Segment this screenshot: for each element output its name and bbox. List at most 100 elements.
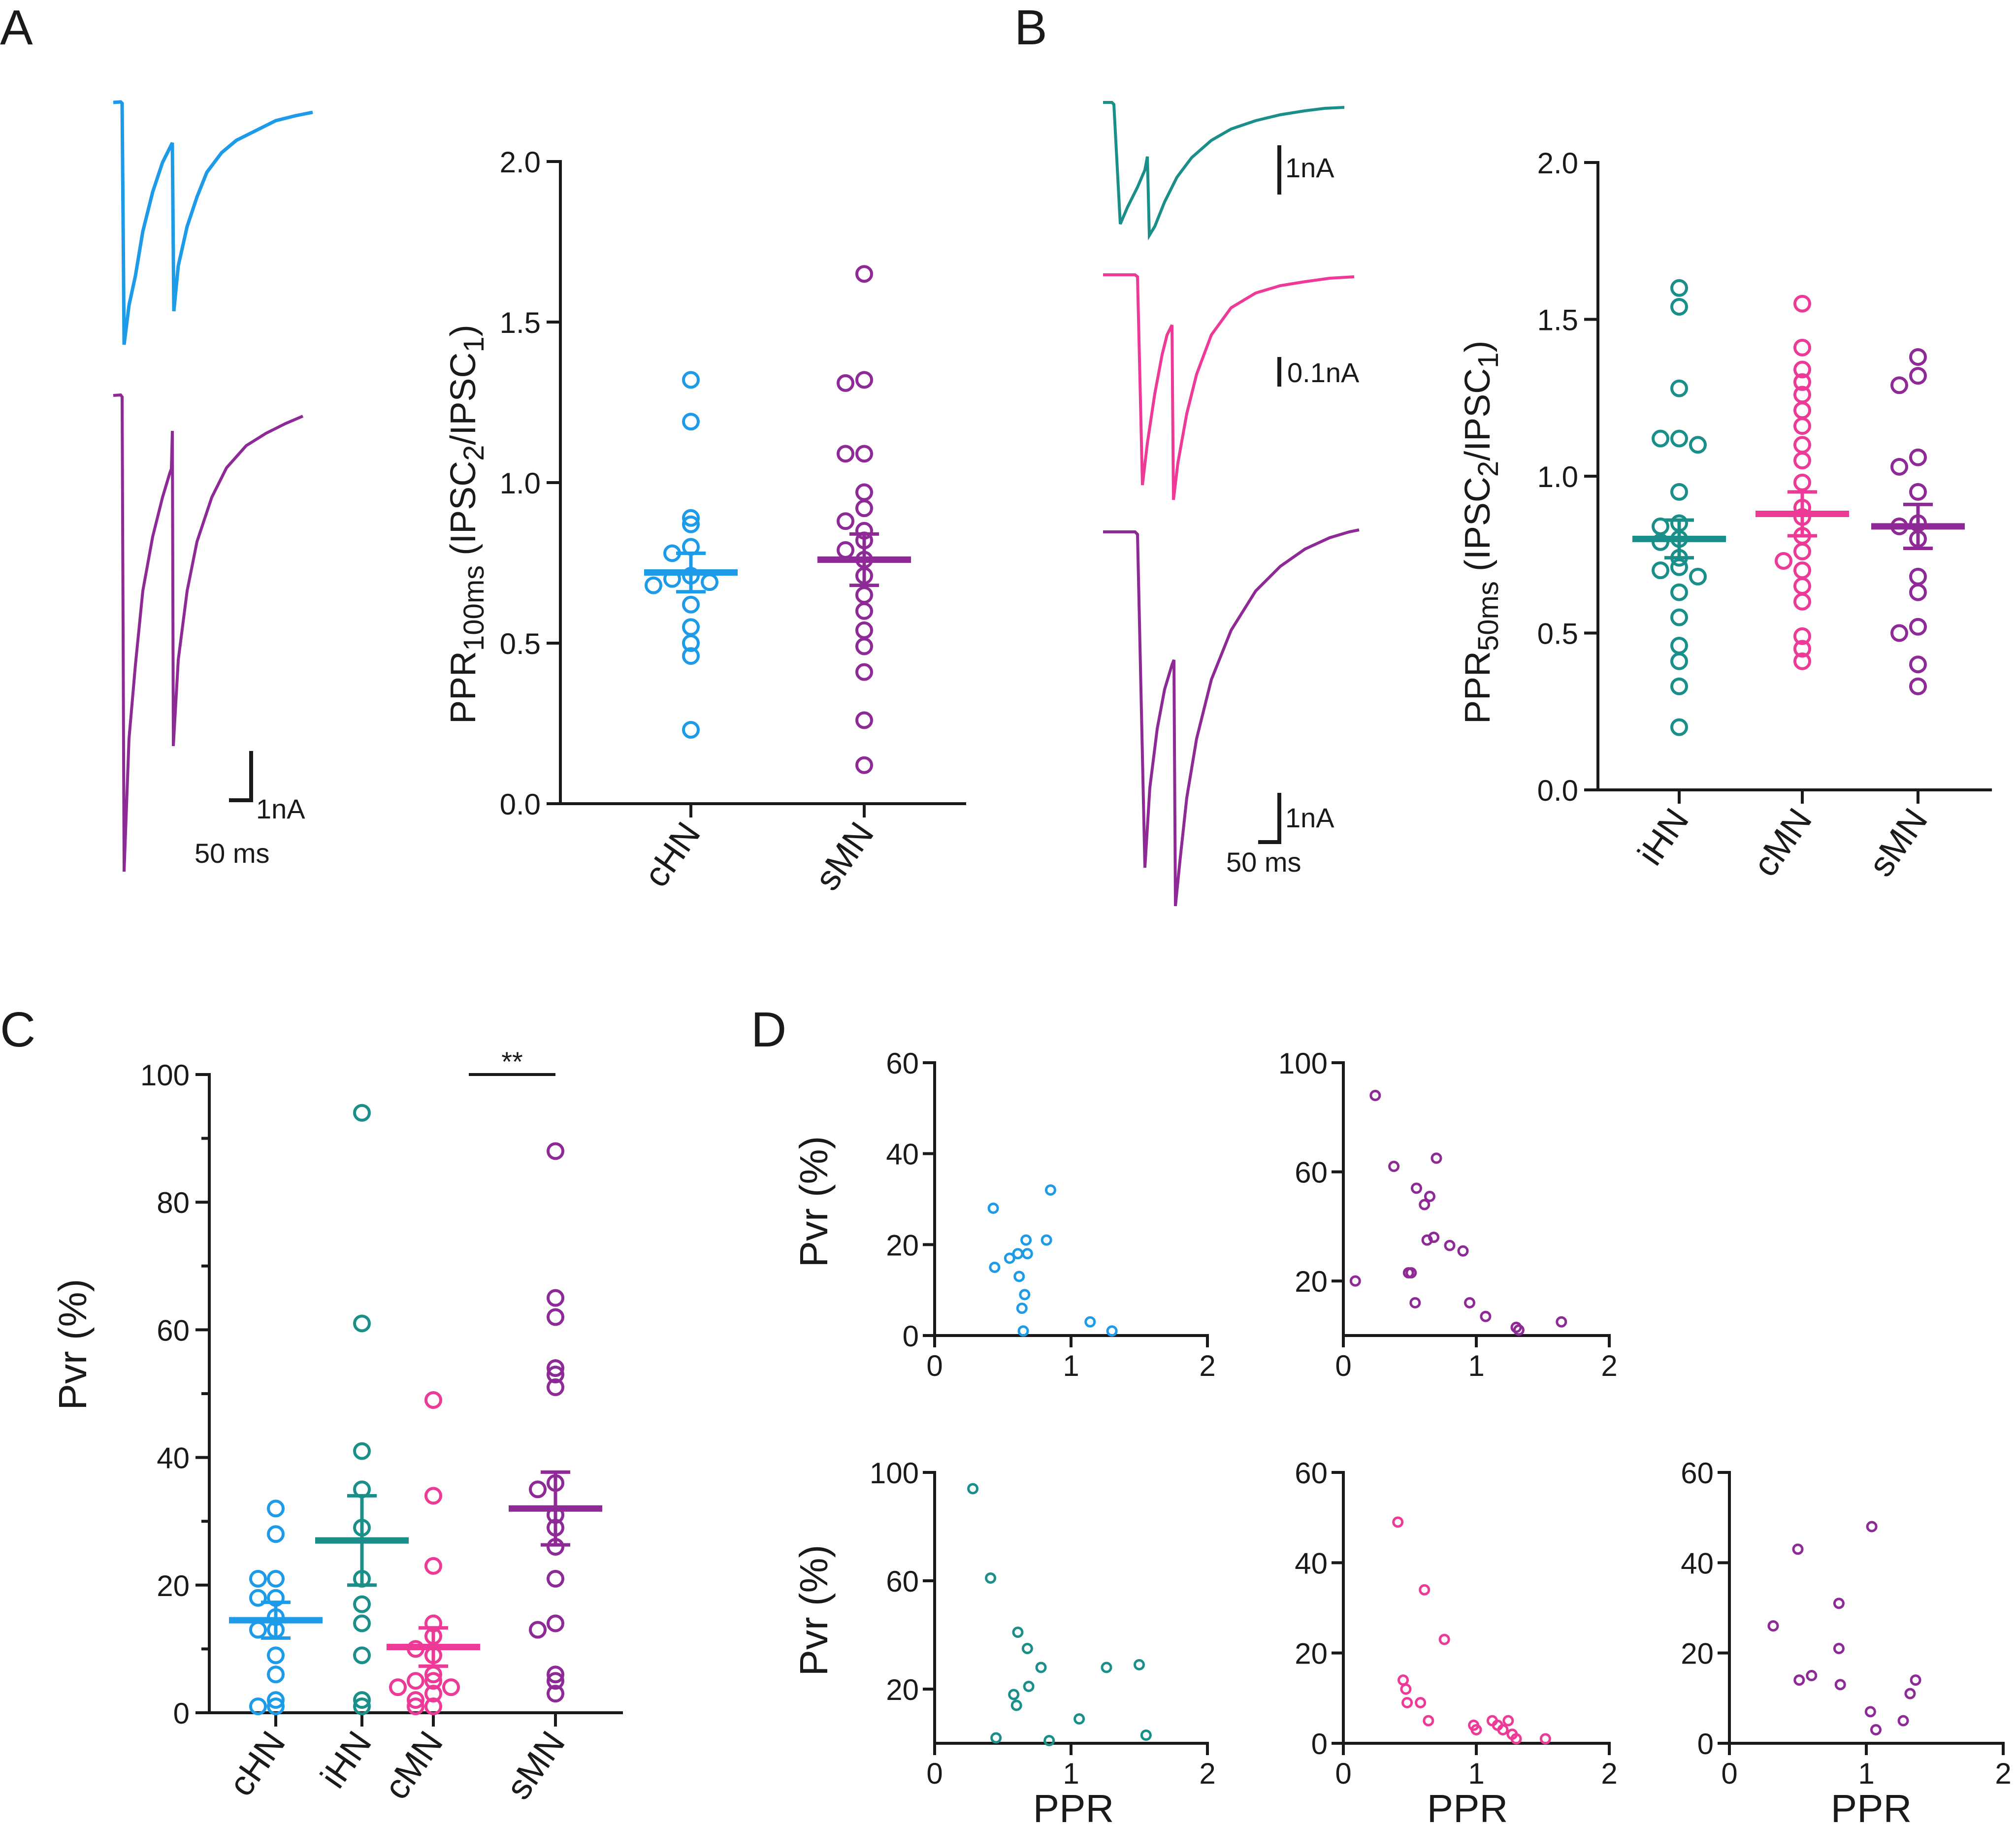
chart-d4-point — [1502, 1715, 1514, 1727]
chart-c-point-smn — [547, 1366, 564, 1384]
chart-b-point-smn — [1909, 583, 1927, 601]
chart-c-point-chn — [249, 1569, 267, 1588]
chart-d5-point — [1833, 1598, 1845, 1609]
chart-d3: 0 1 2 20 60 100 Pvr (%) PPR — [792, 1457, 1216, 1827]
trace-b-cmn — [1103, 273, 1355, 500]
chart-d3-point — [1012, 1627, 1024, 1638]
chart-c-point-chn — [267, 1646, 285, 1664]
chart-d2-point — [1444, 1240, 1456, 1251]
chart-b-point-cmn — [1793, 294, 1811, 313]
chart-b-point-ihn — [1670, 583, 1688, 601]
significance-stars-c: ** — [501, 1046, 523, 1077]
chart-d1-point — [1041, 1234, 1052, 1246]
chart-c-x-tick-label-cmn: cMN — [377, 1724, 451, 1806]
chart-b-point-cmn — [1793, 640, 1811, 658]
chart-a-y-tick-label: 0.0 — [500, 788, 541, 821]
chart-d1-ylabel: Pvr (%) — [792, 1136, 836, 1268]
chart-d4-point — [1400, 1683, 1412, 1695]
chart-d3-point — [1023, 1681, 1035, 1692]
chart-d5-point — [1767, 1620, 1779, 1632]
chart-b-point-cmn — [1793, 473, 1811, 491]
chart-c-point-chn — [267, 1525, 285, 1543]
chart-c-point-cmn — [389, 1678, 407, 1696]
chart-a-point-smn — [855, 756, 873, 774]
chart-c-point-ihn — [353, 1697, 371, 1716]
chart-d3-point — [1008, 1689, 1020, 1700]
chart-d2-point — [1369, 1089, 1381, 1101]
chart-a-point-smn — [855, 602, 873, 620]
chart-d1-point — [1012, 1248, 1024, 1260]
chart-b-point-cmn — [1793, 360, 1811, 379]
chart-b-point-ihn — [1670, 483, 1688, 501]
chart-c-point-chn — [249, 1621, 267, 1639]
chart-a-point-smn — [855, 711, 873, 729]
chart-a-ylabel-sub3: 1 — [458, 336, 490, 352]
chart-a-ylabel-sub2: 2 — [458, 445, 490, 461]
chart-d2-point — [1388, 1161, 1400, 1173]
scale-bar-b-top-label: 1nA — [1285, 152, 1334, 183]
chart-d2-y-tick-label: 20 — [1295, 1265, 1328, 1298]
chart-c-point-cmn — [424, 1697, 442, 1716]
chart-a-point-chn — [682, 371, 700, 389]
chart-d1-point — [1044, 1184, 1056, 1196]
chart-c-point-smn — [529, 1621, 547, 1639]
chart-b-point-ihn — [1670, 677, 1688, 695]
chart-c-point-smn — [547, 1614, 564, 1632]
chart-c-point-smn — [547, 1665, 564, 1684]
chart-d3-point — [990, 1732, 1002, 1744]
chart-d5-point — [1897, 1715, 1909, 1727]
chart-b-point-cmn — [1793, 452, 1811, 470]
chart-d4-point — [1401, 1697, 1413, 1708]
chart-b-ylabel-rest2: /IPSC — [1458, 368, 1497, 461]
chart-b-ylabel-main: PPR — [1458, 651, 1497, 724]
chart-c-y-tick-label: 80 — [157, 1186, 190, 1219]
chart-d3-point — [1043, 1735, 1055, 1746]
chart-c-point-cmn — [424, 1487, 442, 1505]
chart-c-point-cmn — [424, 1557, 442, 1575]
chart-d3-point — [1073, 1713, 1085, 1725]
chart-a-point-smn — [855, 265, 873, 283]
chart-d1-y-tick-label: 40 — [886, 1138, 919, 1171]
chart-d4-point — [1539, 1733, 1551, 1745]
trace-a-smn — [113, 393, 304, 872]
chart-b-point-smn — [1890, 457, 1908, 476]
chart-a-point-smn — [837, 374, 854, 392]
chart-b-y-tick-label: 1.0 — [1537, 460, 1578, 493]
chart-d3-point — [1140, 1729, 1152, 1741]
chart-a-point-smn — [855, 637, 873, 655]
chart-d3-point — [1035, 1662, 1047, 1673]
chart-c-point-smn — [547, 1685, 564, 1703]
chart-d1-point — [1016, 1303, 1028, 1314]
chart-c-point-ihn — [353, 1646, 371, 1664]
chart-c-point-cmn — [407, 1672, 424, 1690]
chart-b: 0.0 0.5 1.0 1.5 2.0 iHN cMN sMN PPR50ms (IPSC2/… — [1458, 147, 1992, 883]
chart-a-point-smn — [855, 445, 873, 463]
chart-d5-y-tick-label: 40 — [1681, 1547, 1714, 1580]
chart-c-point-chn — [249, 1697, 267, 1716]
chart-c-point-chn — [267, 1697, 285, 1716]
chart-d1-point — [987, 1202, 999, 1214]
chart-b-point-cmn — [1793, 652, 1811, 670]
chart-c-y-tick-label: 100 — [140, 1059, 190, 1092]
scale-bar-b-top: 1nA — [1277, 145, 1334, 195]
chart-b-point-ihn — [1670, 379, 1688, 397]
chart-b-point-ihn — [1670, 608, 1688, 626]
chart-d5-point — [1792, 1543, 1804, 1555]
chart-d5-x-tick-label: 2 — [1995, 1757, 2011, 1790]
chart-b-ylabel-sub2: 2 — [1472, 461, 1504, 477]
chart-c-point-cmn — [424, 1672, 442, 1690]
chart-d5-y-tick-label: 0 — [1697, 1728, 1714, 1761]
chart-b-point-ihn — [1670, 718, 1688, 736]
chart-d2-y-tick-label: 100 — [1278, 1047, 1328, 1080]
chart-d5-y-tick-label: 20 — [1681, 1637, 1714, 1670]
chart-a: 0.0 0.5 1.0 1.5 2.0 cHN sMN PPR100ms (IPSC2/IP… — [444, 146, 966, 897]
chart-b-point-ihn — [1652, 429, 1669, 448]
chart-a-point-smn — [855, 371, 873, 389]
chart-c-point-cmn — [424, 1685, 442, 1703]
chart-d4-x-tick-label: 0 — [1335, 1757, 1351, 1790]
chart-a-point-chn — [682, 618, 700, 636]
chart-b-point-smn — [1909, 367, 1927, 385]
chart-b-x-tick-label-smn: sMN — [1861, 801, 1935, 883]
